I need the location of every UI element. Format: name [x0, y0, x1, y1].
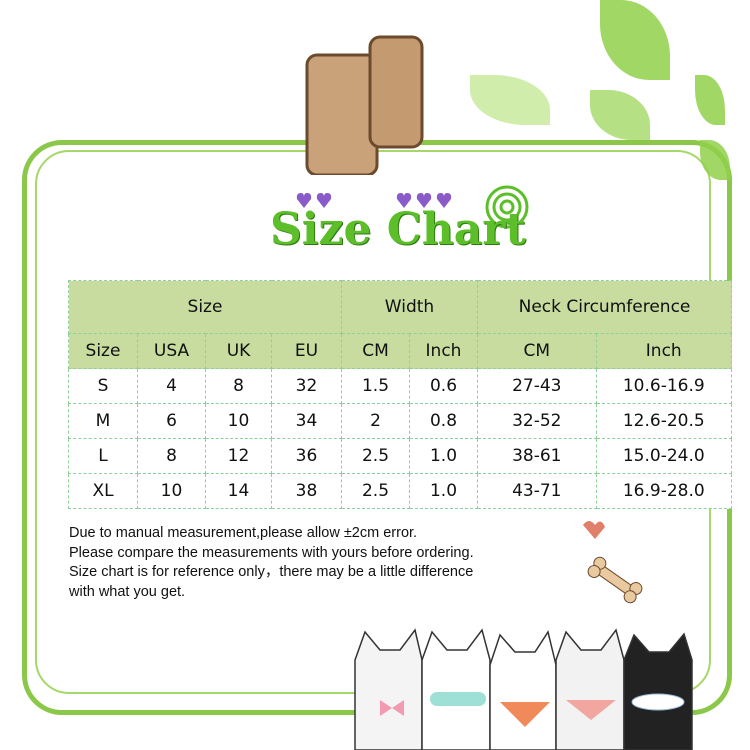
cats-illustration — [354, 628, 693, 750]
cell: L — [68, 438, 138, 474]
note-line: with what you get. — [69, 583, 186, 600]
cell: 8 — [205, 368, 272, 404]
table-row: L 8 12 36 2.5 1.0 38-61 15.0-24.0 — [68, 438, 733, 474]
column-header: CM — [477, 333, 597, 369]
column-header-row: Size USA UK EU CM Inch CM Inch — [68, 333, 733, 369]
page-title: Size Chart — [270, 204, 526, 255]
cell: 10.6-16.9 — [595, 368, 733, 404]
cell: 1.0 — [409, 438, 478, 474]
cell: 0.6 — [409, 368, 478, 404]
column-header: USA — [137, 333, 206, 369]
column-header: Inch — [595, 333, 733, 369]
table-row: XL 10 14 38 2.5 1.0 43-71 16.9-28.0 — [68, 473, 733, 509]
cell: 43-71 — [477, 473, 597, 509]
group-header: Neck Circumference — [477, 280, 732, 334]
cell: 12 — [205, 438, 272, 474]
cell: 12.6-20.5 — [595, 403, 733, 439]
cell: 2.5 — [341, 438, 410, 474]
cell: XL — [68, 473, 138, 509]
cell: 10 — [205, 403, 272, 439]
cell: 1.0 — [409, 473, 478, 509]
cell: 16.9-28.0 — [595, 473, 733, 509]
cell: 8 — [137, 438, 206, 474]
cell: 2.5 — [341, 473, 410, 509]
size-table: Size Width Neck Circumference Size USA U… — [68, 280, 733, 509]
cell: 27-43 — [477, 368, 597, 404]
cell: 4 — [137, 368, 206, 404]
group-header: Width — [341, 280, 478, 334]
cell: M — [68, 403, 138, 439]
cell: 15.0-24.0 — [595, 438, 733, 474]
column-header: CM — [341, 333, 410, 369]
note-line: Due to manual measurement,please allow ±… — [69, 525, 418, 541]
note-line: Please compare the measurements with you… — [69, 544, 474, 561]
cell: 10 — [137, 473, 206, 509]
cell: 0.8 — [409, 403, 478, 439]
cell: 1.5 — [341, 368, 410, 404]
column-header: UK — [205, 333, 272, 369]
note-line: Size chart is for reference only，there m… — [69, 564, 474, 580]
column-header: EU — [271, 333, 342, 369]
group-header: Size — [68, 280, 342, 334]
cell: 32 — [271, 368, 342, 404]
cell: 36 — [271, 438, 342, 474]
column-header: Size — [68, 333, 138, 369]
cell: S — [68, 368, 138, 404]
column-header: Inch — [409, 333, 478, 369]
cell: 38 — [271, 473, 342, 509]
cell: 34 — [271, 403, 342, 439]
bone-heart-icon — [583, 521, 643, 604]
cell: 14 — [205, 473, 272, 509]
cell: 38-61 — [477, 438, 597, 474]
measurement-notes: Due to manual measurement,please allow ±… — [69, 524, 474, 602]
cell: 32-52 — [477, 403, 597, 439]
group-header-row: Size Width Neck Circumference — [68, 280, 732, 334]
table-row: M 6 10 34 2 0.8 32-52 12.6-20.5 — [68, 403, 733, 439]
cell: 6 — [137, 403, 206, 439]
table-row: S 4 8 32 1.5 0.6 27-43 10.6-16.9 — [68, 368, 733, 404]
spiral-icon — [485, 185, 529, 229]
clothespin-icon — [305, 35, 424, 175]
hearts-icon — [296, 193, 452, 208]
cell: 2 — [341, 403, 410, 439]
